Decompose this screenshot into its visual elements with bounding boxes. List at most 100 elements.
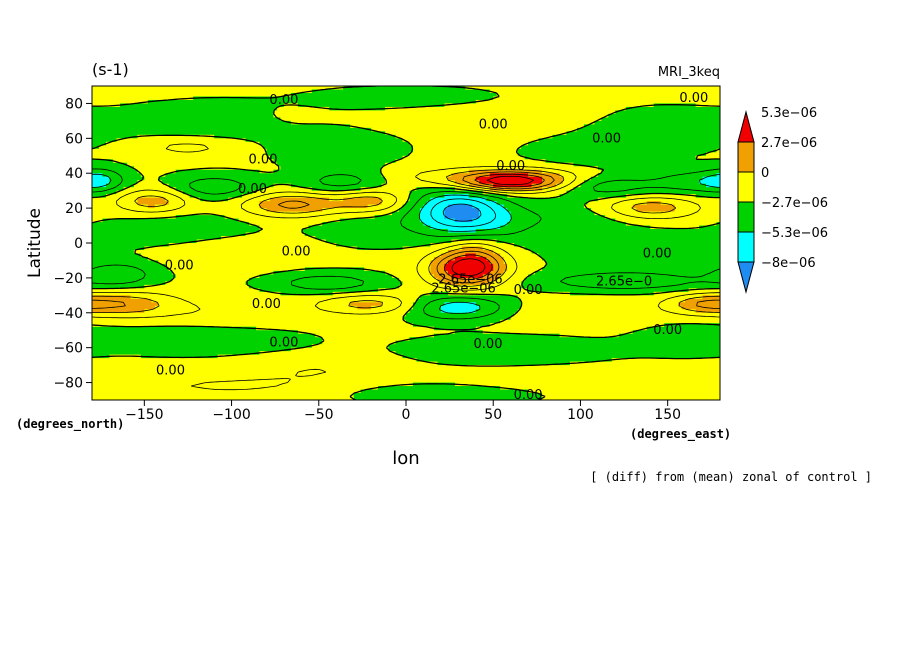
field-cell — [629, 86, 633, 90]
field-cell — [378, 100, 382, 104]
field-cell — [462, 93, 466, 97]
field-cell — [444, 107, 448, 111]
field-cell — [699, 163, 703, 167]
field-cell — [619, 173, 623, 177]
field-cell — [710, 107, 714, 111]
field-cell — [242, 124, 246, 128]
field-cell — [622, 96, 626, 100]
field-cell — [396, 166, 400, 170]
field-cell — [696, 173, 700, 177]
field-cell — [284, 149, 288, 153]
field-cell — [148, 96, 152, 100]
field-cell — [633, 86, 637, 90]
field-cell — [553, 149, 557, 153]
field-cell — [458, 135, 462, 139]
field-cell — [465, 121, 469, 125]
field-cell — [546, 103, 550, 107]
field-cell — [155, 173, 159, 177]
field-cell — [197, 159, 201, 163]
field-cell — [685, 138, 689, 142]
field-cell — [577, 96, 581, 100]
field-cell — [151, 107, 155, 111]
field-cell — [671, 156, 675, 160]
field-cell — [629, 124, 633, 128]
field-cell — [469, 103, 473, 107]
field-cell — [504, 177, 508, 181]
field-cell — [413, 138, 417, 142]
field-cell — [228, 180, 232, 184]
field-cell — [570, 135, 574, 139]
field-cell — [675, 166, 679, 170]
field-cell — [211, 121, 215, 125]
field-cell — [661, 173, 665, 177]
field-cell — [706, 142, 710, 146]
field-cell — [144, 163, 148, 167]
field-cell — [389, 117, 393, 121]
field-cell — [319, 93, 323, 97]
field-cell — [423, 163, 427, 167]
field-cell — [626, 86, 630, 90]
field-cell — [211, 124, 215, 128]
field-cell — [329, 142, 333, 146]
field-cell — [368, 156, 372, 160]
field-cell — [458, 96, 462, 100]
field-cell — [266, 135, 270, 139]
field-cell — [476, 142, 480, 146]
field-cell — [580, 86, 584, 90]
field-cell — [148, 121, 152, 125]
field-cell — [573, 86, 577, 90]
field-cell — [329, 124, 333, 128]
field-cell — [462, 124, 466, 128]
field-cell — [399, 180, 403, 184]
field-cell — [633, 117, 637, 121]
field-cell — [109, 96, 113, 100]
field-cell — [549, 124, 553, 128]
field-cell — [423, 121, 427, 125]
field-cell — [197, 142, 201, 146]
field-cell — [692, 149, 696, 153]
field-cell — [612, 117, 616, 121]
field-cell — [409, 159, 413, 163]
field-cell — [116, 145, 120, 149]
field-cell — [633, 156, 637, 160]
field-cell — [476, 138, 480, 142]
field-cell — [560, 86, 564, 90]
field-cell — [197, 86, 201, 90]
field-cell — [608, 93, 612, 97]
field-cell — [699, 131, 703, 135]
field-cell — [155, 145, 159, 149]
field-cell — [608, 163, 612, 167]
field-cell — [629, 142, 633, 146]
field-cell — [682, 107, 686, 111]
field-cell — [183, 128, 187, 132]
field-cell — [636, 166, 640, 170]
field-cell — [225, 110, 229, 114]
field-cell — [211, 103, 215, 107]
field-cell — [364, 166, 368, 170]
field-cell — [127, 142, 131, 146]
field-cell — [664, 152, 668, 156]
field-cell — [706, 107, 710, 111]
field-cell — [483, 177, 487, 181]
field-cell — [148, 93, 152, 97]
field-cell — [371, 103, 375, 107]
field-cell — [319, 96, 323, 100]
field-cell — [465, 152, 469, 156]
field-cell — [563, 135, 567, 139]
field-cell — [273, 131, 277, 135]
field-cell — [284, 163, 288, 167]
field-cell — [573, 110, 577, 114]
field-cell — [277, 173, 281, 177]
field-cell — [155, 170, 159, 174]
field-cell — [518, 100, 522, 104]
field-cell — [566, 159, 570, 163]
field-cell — [713, 114, 717, 118]
field-cell — [301, 145, 305, 149]
field-cell — [102, 107, 106, 111]
field-cell — [601, 89, 605, 93]
field-cell — [294, 86, 298, 90]
field-cell — [92, 177, 96, 181]
field-cell — [601, 149, 605, 153]
field-cell — [392, 117, 396, 121]
field-cell — [312, 173, 316, 177]
